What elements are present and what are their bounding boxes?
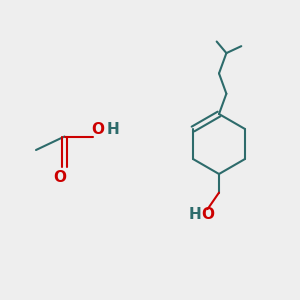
Text: O: O [201,207,214,222]
Text: H: H [189,207,201,222]
Text: O: O [91,122,104,136]
Text: H: H [106,122,119,136]
Text: O: O [53,169,67,184]
